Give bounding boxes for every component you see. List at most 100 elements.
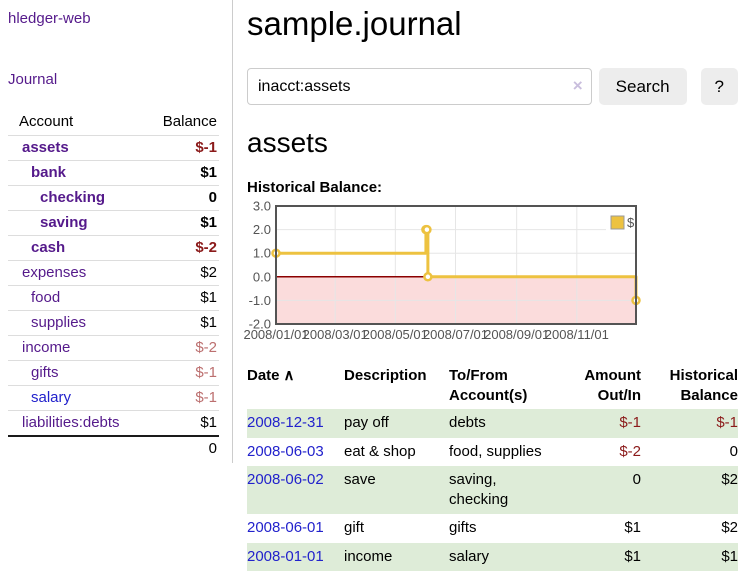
balance-chart[interactable]: 3.0 2.0 1.0 0.0 -1.0 -2.0 2008/01/01 2008/03/01… bbox=[243, 198, 738, 343]
account-row: assets $-1 bbox=[8, 136, 219, 161]
account-heading: assets bbox=[247, 127, 328, 159]
account-balance: $1 bbox=[148, 210, 219, 236]
account-link[interactable]: saving bbox=[40, 214, 88, 231]
register-col-accounts: To/From Account(s) bbox=[449, 363, 557, 410]
legend-swatch bbox=[610, 215, 625, 230]
account-name-cell: food bbox=[8, 285, 149, 311]
account-name-cell: saving bbox=[8, 210, 149, 236]
register-description: eat & shop bbox=[344, 442, 416, 460]
account-link[interactable]: salary bbox=[31, 389, 72, 406]
account-name-cell: bank bbox=[8, 160, 149, 186]
register-balance: $-1 bbox=[716, 414, 738, 432]
account-link[interactable]: expenses bbox=[22, 264, 87, 281]
account-row: expenses $2 bbox=[8, 260, 219, 286]
register-row: 2008-06-03 eat & shop food, supplies $-2 0 bbox=[247, 438, 738, 466]
account-name-cell: assets bbox=[8, 136, 148, 161]
chart-title: Historical Balance: bbox=[247, 178, 383, 196]
register-row: 2008-12-31 pay off debts $-1 $-1 bbox=[247, 409, 738, 438]
page-title: sample.journal bbox=[247, 5, 462, 42]
main-content: sample.journal × Search ? assets Histori… bbox=[233, 0, 738, 571]
y-tick-label: 2.0 bbox=[253, 222, 271, 237]
register-row: 2008-06-02 save saving, checking 0 $2 bbox=[247, 465, 738, 515]
accounts-total-spacer bbox=[8, 435, 149, 461]
legend-label: $ bbox=[627, 215, 635, 230]
register-header-row: Date ∧ Description To/From Account(s) Amo… bbox=[247, 363, 738, 410]
app-title-link[interactable]: hledger-web bbox=[8, 10, 91, 27]
account-link[interactable]: income bbox=[22, 339, 71, 356]
register-accounts: saving, checking bbox=[449, 470, 509, 509]
account-balance: 0 bbox=[148, 185, 219, 211]
sidebar-item-journal[interactable]: Journal bbox=[8, 71, 58, 88]
account-row: cash $-2 bbox=[8, 235, 219, 261]
account-name-cell: expenses bbox=[8, 260, 149, 286]
register-table: Date ∧ Description To/From Account(s) Amo… bbox=[247, 363, 738, 571]
register-amount: $1 bbox=[624, 547, 641, 565]
data-point-marker bbox=[422, 224, 432, 235]
account-link[interactable]: assets bbox=[22, 139, 69, 156]
account-link[interactable]: bank bbox=[31, 164, 67, 181]
search-input[interactable] bbox=[247, 68, 592, 106]
register-amount: $1 bbox=[624, 519, 641, 537]
register-accounts: debts bbox=[449, 414, 486, 432]
register-amount: $-1 bbox=[619, 414, 641, 432]
register-date-link[interactable]: 2008-06-02 bbox=[247, 470, 324, 488]
x-tick-label: 2008/09/01 bbox=[484, 327, 549, 342]
register-col-date[interactable]: Date ∧ bbox=[247, 363, 344, 410]
x-tick-label: 2008/07/01 bbox=[423, 327, 488, 342]
register-accounts: gifts bbox=[449, 519, 477, 537]
account-row: saving $1 bbox=[8, 210, 219, 236]
data-point-marker bbox=[423, 271, 433, 282]
account-row: supplies $1 bbox=[8, 310, 219, 336]
account-balance: $-2 bbox=[148, 235, 219, 261]
register-date-link[interactable]: 2008-12-31 bbox=[247, 414, 324, 432]
accounts-col-balance: Balance bbox=[148, 110, 219, 136]
register-date-link[interactable]: 2008-06-01 bbox=[247, 519, 324, 537]
account-link[interactable]: liabilities:debts bbox=[22, 414, 120, 431]
register-balance: $1 bbox=[721, 547, 738, 565]
account-link[interactable]: checking bbox=[40, 189, 106, 206]
register-accounts: salary bbox=[449, 547, 490, 565]
search-button[interactable]: Search bbox=[598, 68, 687, 106]
register-col-balance: Historical Balance bbox=[641, 363, 738, 410]
plot-border bbox=[275, 204, 637, 325]
register-row: 2008-06-01 gift gifts $1 $2 bbox=[247, 514, 738, 542]
register-col-description: Description bbox=[344, 363, 449, 410]
register-date-cell: 2008-06-02 bbox=[247, 466, 344, 515]
account-balance: $-1 bbox=[148, 360, 219, 386]
register-col-amount: Amount Out/In bbox=[557, 363, 641, 410]
account-link[interactable]: gifts bbox=[31, 364, 59, 381]
x-tick-label: 2008/01/01 bbox=[243, 327, 308, 342]
register-date-cell: 2008-12-31 bbox=[247, 409, 344, 437]
register-date-link[interactable]: 2008-01-01 bbox=[247, 547, 324, 565]
register-date-link[interactable]: 2008-06-03 bbox=[247, 442, 324, 460]
x-tick-label: 2008/11/01 bbox=[545, 327, 609, 342]
help-button[interactable]: ? bbox=[700, 68, 738, 106]
account-name-cell: salary bbox=[8, 385, 149, 411]
account-link[interactable]: supplies bbox=[31, 314, 87, 331]
account-balance: $1 bbox=[148, 410, 219, 436]
account-name-cell: income bbox=[8, 335, 149, 361]
account-link[interactable]: cash bbox=[31, 239, 66, 256]
accounts-col-account: Account bbox=[8, 110, 149, 136]
accounts-total-value: 0 bbox=[148, 435, 219, 461]
accounts-header-row: Account Balance bbox=[8, 110, 219, 136]
accounts-table: Account Balance assets $-1 bank $1 checking 0… bbox=[8, 110, 219, 461]
register-balance: 0 bbox=[729, 442, 738, 460]
account-row: checking 0 bbox=[8, 185, 219, 211]
register-description: pay off bbox=[344, 414, 389, 432]
clear-search-icon[interactable]: × bbox=[572, 76, 583, 96]
y-tick-label: 1.0 bbox=[253, 246, 271, 261]
account-row: income $-2 bbox=[8, 335, 219, 361]
account-row: gifts $-1 bbox=[8, 360, 219, 386]
account-row: liabilities:debts $1 bbox=[8, 410, 219, 436]
account-link[interactable]: food bbox=[31, 289, 61, 306]
account-name-cell: liabilities:debts bbox=[8, 410, 149, 436]
balance-chart-svg: 3.0 2.0 1.0 0.0 -1.0 -2.02008/01/012008/03/01… bbox=[243, 198, 641, 342]
account-name-cell: checking bbox=[8, 185, 149, 211]
search-row: × Search ? bbox=[247, 68, 738, 106]
register-balance: $2 bbox=[721, 519, 738, 537]
register-date-cell: 2008-01-01 bbox=[247, 543, 344, 571]
account-row: food $1 bbox=[8, 285, 219, 311]
register-row: 2008-01-01 income salary $1 $1 bbox=[247, 542, 738, 571]
account-balance: $-1 bbox=[195, 139, 217, 156]
